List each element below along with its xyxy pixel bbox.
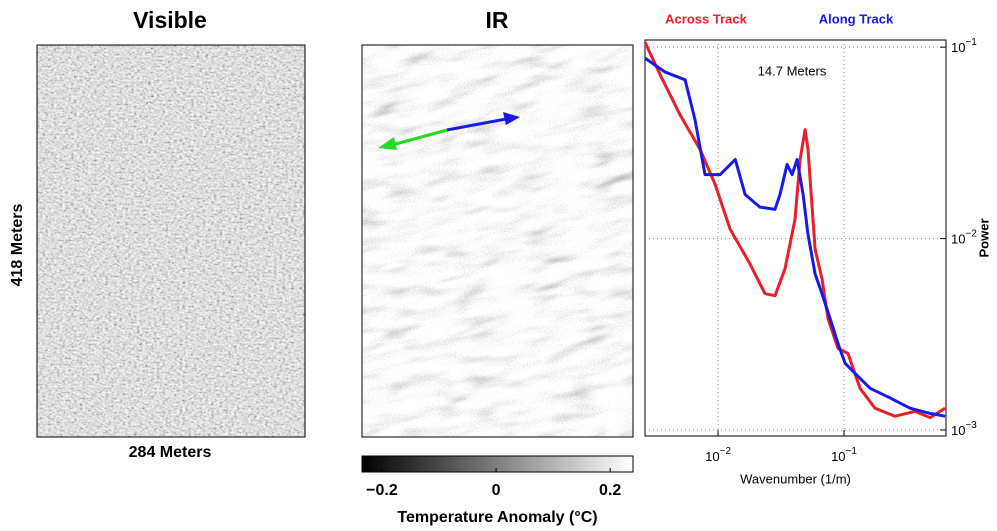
- y-label: 418 Meters: [9, 204, 26, 287]
- tick-base: 10: [951, 423, 965, 438]
- panel-title: Visible: [133, 7, 207, 33]
- tick-exponent: −1: [965, 37, 977, 48]
- x-tick-label: 10−1: [831, 446, 857, 465]
- tick-exponent: −2: [720, 446, 732, 457]
- tick-base: 10: [705, 449, 719, 464]
- arrow-head: [378, 137, 397, 150]
- y-tick-label: 10−3: [951, 420, 977, 439]
- colorbar: [361, 455, 634, 473]
- arrow: [391, 128, 448, 147]
- tick-base: 10: [831, 449, 845, 464]
- x-label: 284 Meters: [129, 444, 212, 461]
- arrow: [446, 117, 507, 132]
- tick-base: 10: [951, 41, 965, 56]
- ir-image: [362, 45, 634, 438]
- arrow-head: [503, 112, 520, 125]
- tick-exponent: −2: [965, 228, 977, 239]
- y-axis-label: Power: [976, 218, 991, 257]
- plot-area: [644, 39, 947, 437]
- x-tick-label: −0.2: [366, 482, 398, 499]
- legend-entry: Across Track: [665, 11, 747, 26]
- tick-exponent: −3: [965, 420, 977, 431]
- series-line: [643, 41, 946, 420]
- annotation: 14.7 Meters: [758, 63, 827, 78]
- tick-base: −0.2: [366, 482, 398, 499]
- legend-entry: Along Track: [819, 11, 894, 26]
- image-frame: [361, 44, 634, 438]
- tick-base: 10: [951, 232, 965, 247]
- panel-title: IR: [486, 7, 509, 33]
- y-tick-label: 10−1: [951, 37, 977, 56]
- x-axis-label: Temperature Anomaly (°C): [397, 509, 597, 526]
- image-frame: [36, 44, 306, 438]
- series-line: [644, 56, 946, 418]
- x-tick-label: 0: [492, 482, 501, 499]
- y-tick-label: 10−2: [951, 228, 977, 247]
- tick-exponent: −1: [846, 446, 858, 457]
- visible-image: [37, 45, 305, 437]
- x-axis-label: Wavenumber (1/m): [740, 471, 851, 486]
- x-tick-label: 0.2: [599, 482, 621, 499]
- x-tick-label: 10−2: [705, 446, 731, 465]
